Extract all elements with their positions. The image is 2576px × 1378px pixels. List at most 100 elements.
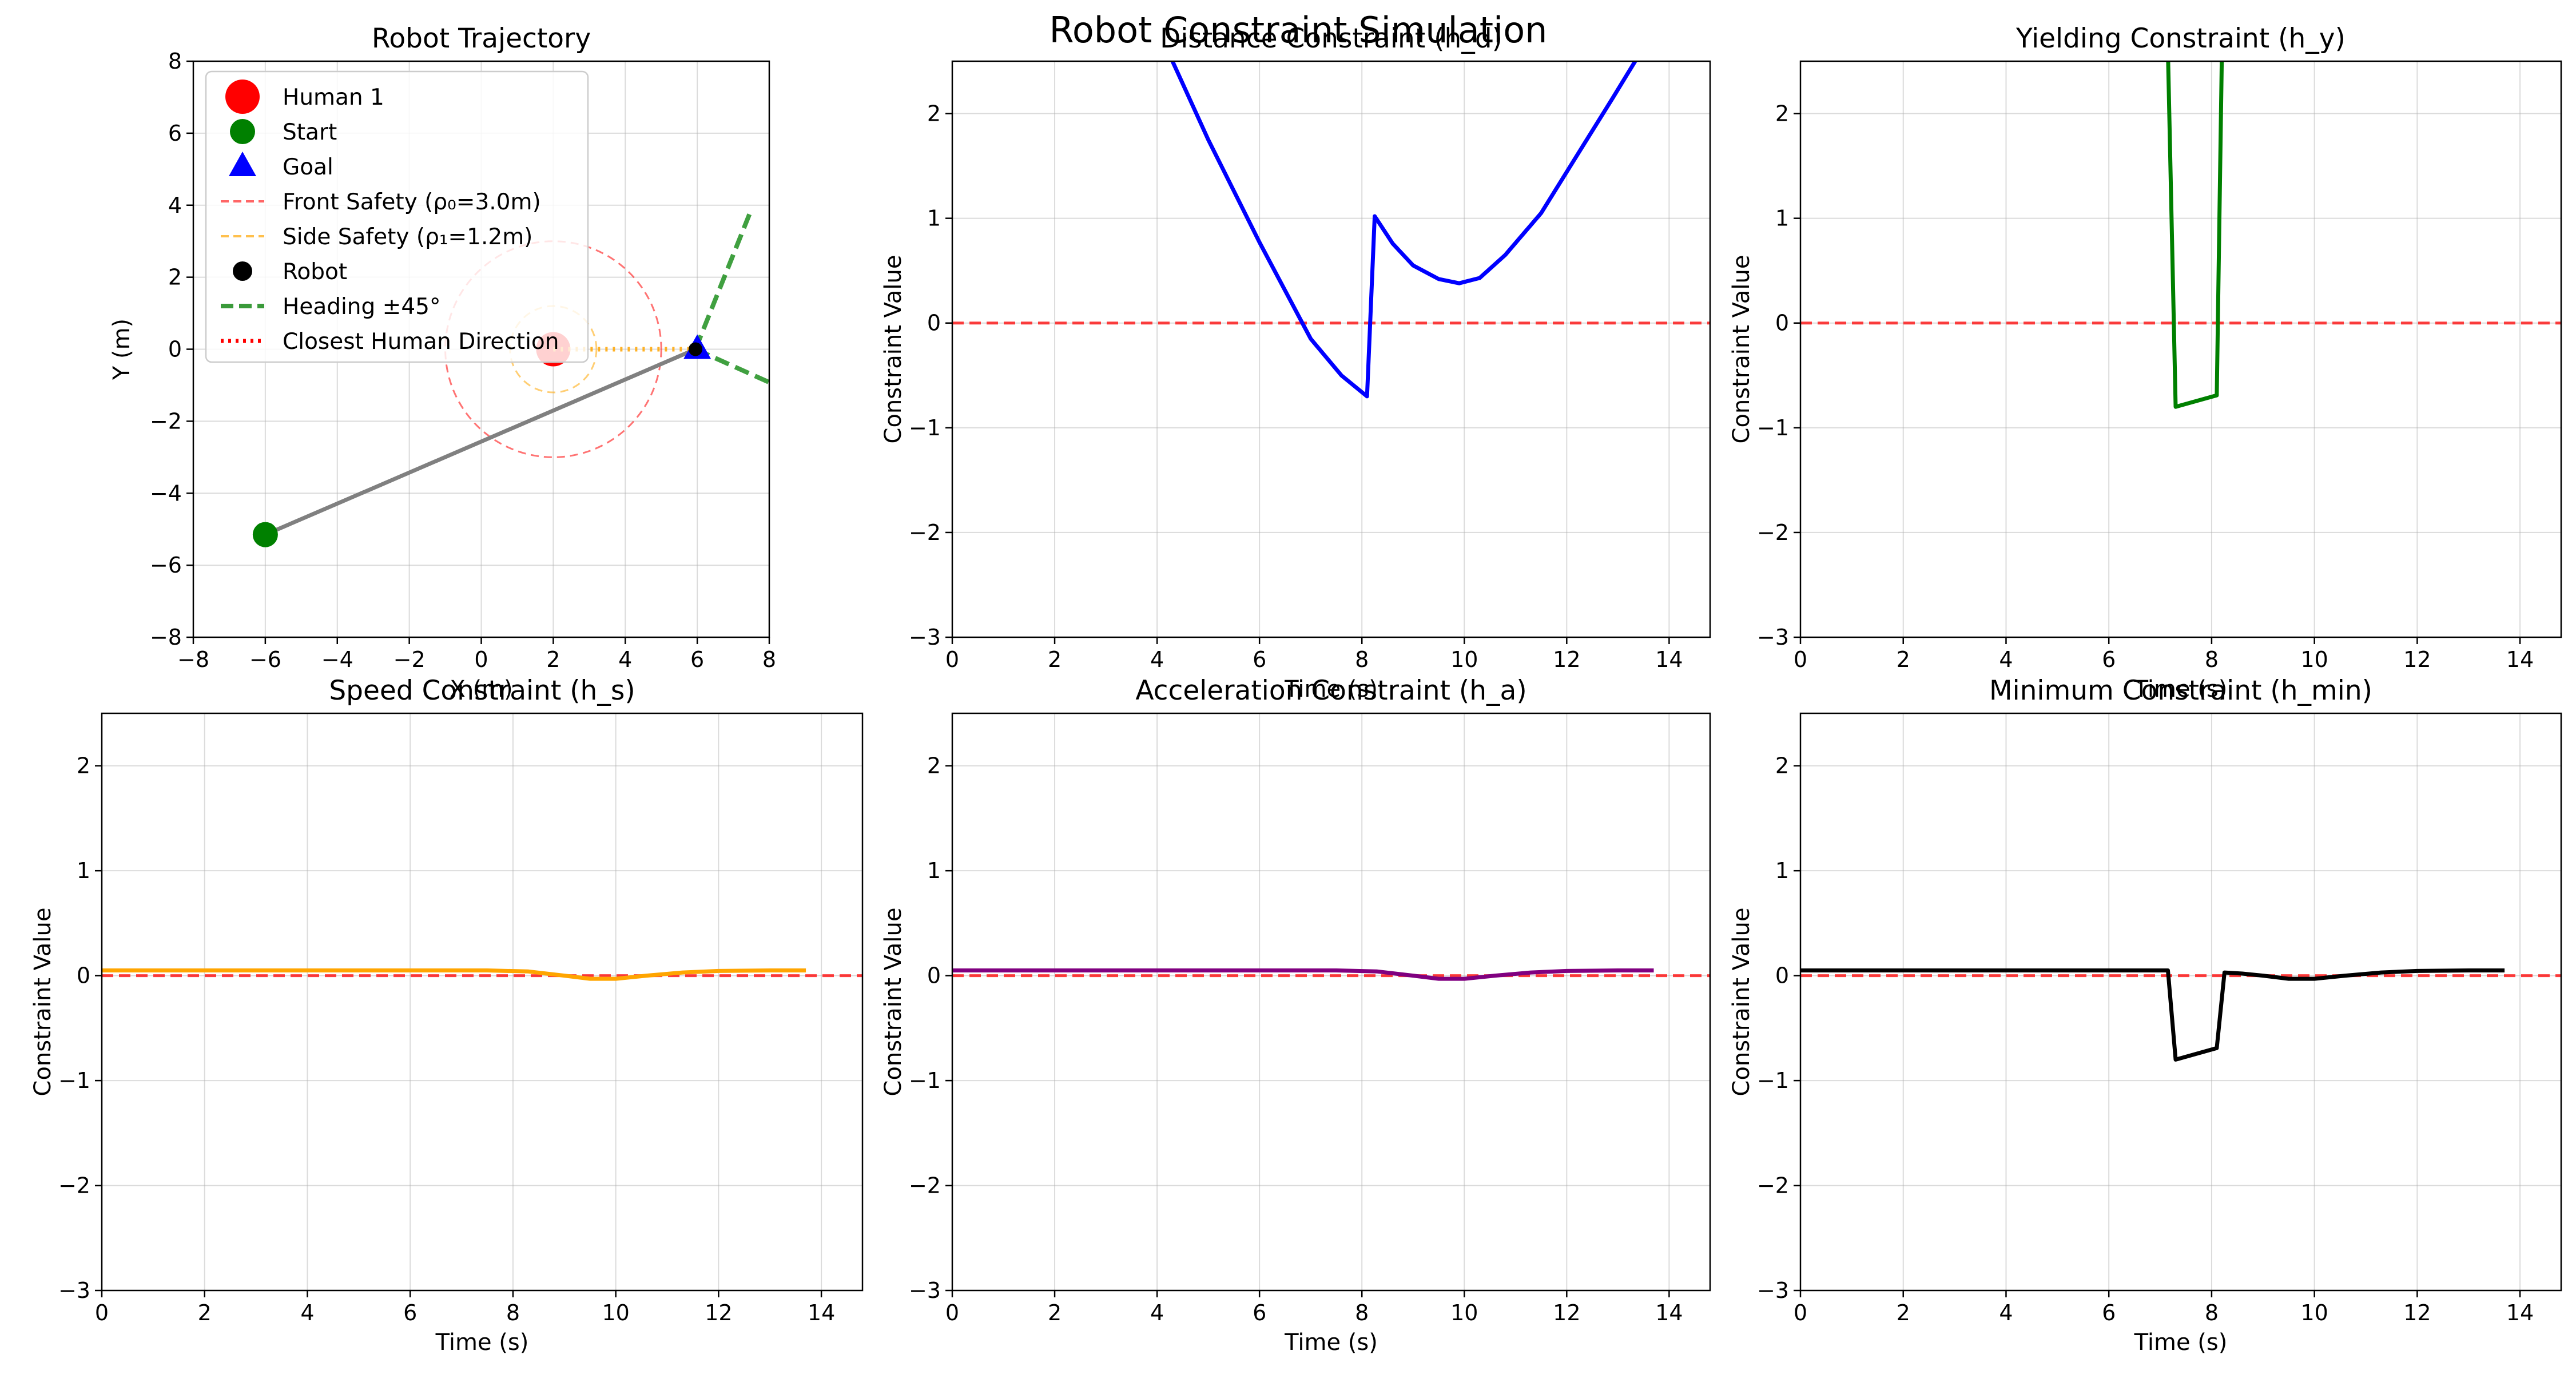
axes-frame bbox=[101, 712, 864, 1292]
chart-title: Distance Constraint (h_d) bbox=[1160, 23, 1502, 54]
plot-area bbox=[952, 968, 1710, 981]
y-tick-label: −2 bbox=[909, 520, 941, 545]
x-axis-label: Time (s) bbox=[435, 1329, 529, 1356]
x-tick-label: −6 bbox=[249, 647, 281, 672]
y-tick-label: −2 bbox=[909, 1173, 941, 1198]
x-tick-label: 4 bbox=[300, 1300, 314, 1325]
axes-frame bbox=[1799, 712, 2562, 1292]
legend-label: Goal bbox=[283, 154, 333, 180]
y-tick-label: −3 bbox=[1757, 625, 1789, 650]
y-axis-label: Constraint Value bbox=[30, 908, 56, 1097]
plot-area bbox=[952, 61, 1710, 399]
y-tick-label: 0 bbox=[77, 963, 90, 988]
x-tick-label: 0 bbox=[945, 1300, 959, 1325]
chart-title: Acceleration Constraint (h_a) bbox=[1135, 675, 1526, 706]
y-tick-label: −3 bbox=[909, 1278, 941, 1303]
legend-label: Human 1 bbox=[283, 85, 384, 110]
figure-suptitle: Robot Constraint Simulation bbox=[1050, 9, 1548, 51]
axes-frame bbox=[951, 60, 1711, 638]
plot-area bbox=[1800, 61, 2561, 409]
x-tick-label: 6 bbox=[2102, 647, 2116, 672]
y-tick-label: 4 bbox=[168, 193, 182, 218]
legend-goal-marker bbox=[229, 152, 256, 176]
x-tick-label: 12 bbox=[2403, 1300, 2431, 1325]
x-tick-label: 2 bbox=[198, 1300, 212, 1325]
legend-human-marker bbox=[225, 80, 260, 114]
x-tick-label: 4 bbox=[1150, 647, 1164, 672]
x-tick-label: −4 bbox=[321, 647, 353, 672]
robot-path-line bbox=[264, 347, 697, 537]
x-tick-label: 10 bbox=[2300, 1300, 2328, 1325]
y-tick-label: 2 bbox=[1775, 101, 1789, 126]
x-tick-label: 14 bbox=[1655, 1300, 1683, 1325]
y-tick-label: −1 bbox=[58, 1068, 90, 1093]
plot-area bbox=[1800, 968, 2561, 1062]
robot-marker bbox=[688, 342, 702, 356]
x-tick-label: 8 bbox=[762, 647, 776, 672]
x-tick-label: 0 bbox=[95, 1300, 109, 1325]
x-tick-label: 4 bbox=[1999, 1300, 2013, 1325]
y-tick-label: −8 bbox=[150, 625, 182, 650]
x-axis-label: Time (s) bbox=[1284, 676, 1378, 702]
y-tick-labels: −3 −2 −1 0 1 2 bbox=[909, 101, 952, 650]
x-tick-labels: 0 2 4 6 8 10 12 14 bbox=[1794, 637, 2534, 672]
legend-box bbox=[205, 70, 589, 363]
y-tick-label: 1 bbox=[1775, 206, 1789, 231]
x-tick-labels: 0 2 4 6 8 10 12 14 bbox=[1794, 1290, 2534, 1325]
legend-item: Front Safety (ρ₀=3.0m) bbox=[221, 189, 541, 215]
front-safety-circle bbox=[444, 240, 662, 458]
x-tick-label: −8 bbox=[177, 647, 209, 672]
y-tick-label: −1 bbox=[909, 1068, 941, 1093]
x-tick-labels: 0 2 4 6 8 10 12 14 bbox=[95, 1290, 835, 1325]
y-tick-labels: −3 −2 −1 0 1 2 bbox=[909, 753, 952, 1303]
y-tick-label: −4 bbox=[150, 480, 182, 506]
x-tick-label: 12 bbox=[2403, 647, 2431, 672]
y-tick-label: 1 bbox=[927, 206, 941, 231]
chart-title: Robot Trajectory bbox=[372, 23, 591, 54]
x-tick-label: 0 bbox=[945, 647, 959, 672]
y-tick-label: 0 bbox=[168, 337, 182, 362]
series-line-acceleration bbox=[952, 968, 1654, 981]
legend-label: Heading ±45° bbox=[283, 294, 441, 320]
x-tick-label: 6 bbox=[2102, 1300, 2116, 1325]
y-tick-label: −2 bbox=[1757, 1173, 1789, 1198]
legend-item: Start bbox=[230, 119, 337, 145]
y-tick-labels: −3 −2 −1 0 1 2 bbox=[58, 753, 102, 1303]
x-tick-labels: −8 −6 −4 −2 0 2 4 6 8 bbox=[177, 637, 776, 672]
x-tick-label: 6 bbox=[1253, 1300, 1266, 1325]
y-axis-label: Y (m) bbox=[109, 319, 135, 380]
y-tick-label: −6 bbox=[150, 553, 182, 578]
x-tick-label: 10 bbox=[1450, 647, 1478, 672]
legend-label: Start bbox=[283, 120, 337, 145]
chart-title: Minimum Constraint (h_min) bbox=[1989, 675, 2372, 706]
legend: Human 1 Start Goal Front Safety (ρ₀=3.0m) Si… bbox=[205, 70, 589, 363]
x-tick-labels: 0 2 4 6 8 10 12 14 bbox=[945, 1290, 1683, 1325]
x-tick-label: 4 bbox=[618, 647, 632, 672]
y-tick-label: 2 bbox=[927, 753, 941, 779]
x-tick-label: 4 bbox=[1150, 1300, 1164, 1325]
series-line-yielding bbox=[2166, 61, 2224, 409]
x-tick-label: 2 bbox=[1048, 647, 1062, 672]
y-tick-label: −2 bbox=[150, 408, 182, 434]
x-tick-label: 14 bbox=[2506, 647, 2534, 672]
y-tick-label: 2 bbox=[77, 753, 90, 779]
x-tick-label: 12 bbox=[1553, 647, 1580, 672]
x-tick-label: −2 bbox=[393, 647, 426, 672]
x-axis-label: X (m) bbox=[450, 676, 512, 702]
legend-item: Human 1 bbox=[225, 80, 384, 114]
x-tick-label: 2 bbox=[546, 647, 560, 672]
x-tick-label: 8 bbox=[1355, 647, 1369, 672]
x-tick-label: 10 bbox=[2300, 647, 2328, 672]
legend-item: Goal bbox=[229, 152, 333, 180]
x-tick-label: 12 bbox=[705, 1300, 732, 1325]
plot-area bbox=[102, 968, 862, 981]
y-axis-label: Constraint Value bbox=[880, 255, 907, 444]
y-tick-label: −3 bbox=[58, 1278, 90, 1303]
legend-robot-marker bbox=[233, 261, 252, 281]
